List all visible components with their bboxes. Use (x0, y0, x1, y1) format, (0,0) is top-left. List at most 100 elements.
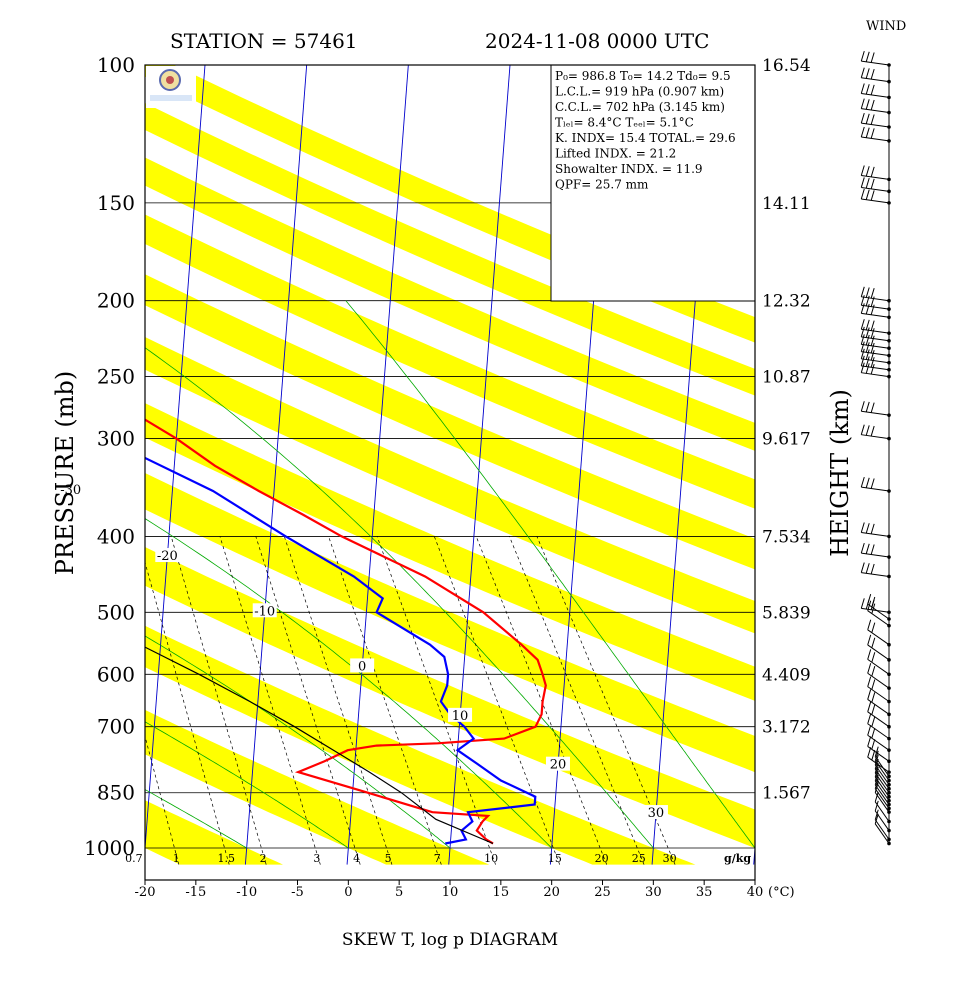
wind-barb-flag (860, 542, 865, 554)
x-tick-label: 15 (493, 885, 510, 900)
station-logo (146, 66, 196, 108)
wind-barb-flag (870, 523, 875, 535)
wind-barb-flag (860, 362, 865, 373)
height-tick-label: 12.32 (762, 292, 811, 312)
height-tick-label: 4.409 (762, 665, 811, 685)
wind-barb-flag (860, 98, 865, 109)
wind-barb-flag (860, 126, 865, 138)
x-tick-label: -5 (291, 885, 304, 900)
wind-barb-flag (870, 478, 875, 489)
wind-barb-flag (865, 363, 870, 374)
wind-barb-staff (861, 336, 890, 342)
wind-barb-flag (867, 689, 872, 700)
pressure-tick-label: 600 (97, 662, 135, 686)
wind-barb-flag (870, 357, 875, 368)
wind-barb-staff (861, 198, 890, 204)
wind-barb-staff (867, 734, 890, 751)
wind-profile (860, 50, 891, 846)
wind-barb-flag (860, 476, 865, 488)
wind-barb-staff (861, 486, 890, 492)
wind-barb-flag (874, 809, 879, 820)
stability-index-line: Lifted INDX. = 21.2 (555, 147, 676, 161)
wind-barb-staff (861, 296, 890, 302)
wind-barb-staff (874, 819, 890, 840)
wind-barb-staff (861, 93, 890, 98)
wind-barb-staff (867, 629, 890, 646)
height-tick-label: 7.534 (762, 527, 811, 547)
isotherm-line (753, 842, 755, 865)
wind-barb-flag (865, 334, 870, 346)
wind-barb-flag (871, 637, 876, 648)
isotherm-line (346, 65, 409, 865)
wind-barb-flag (874, 770, 879, 782)
dry-adiabat-band (145, 709, 490, 865)
mixing-ratio-label: 4 (353, 852, 360, 865)
wind-barb-dot (887, 489, 891, 493)
wind-barb-flag (865, 51, 870, 62)
wind-barb-flag (874, 754, 879, 766)
wind-barb-flag (865, 295, 870, 307)
x-tick-label: 5 (395, 885, 403, 900)
mixing-ratio-label: 30 (663, 852, 677, 865)
wind-barb-flag (870, 128, 875, 139)
stability-index-line: P₀= 986.8 T₀= 14.2 Td₀= 9.5 (555, 69, 731, 83)
mixing-ratio-label: 20 (595, 852, 609, 865)
axis-tick-labels: 0.711.5234571015202530-90-80-70-60-50-40… (58, 53, 811, 900)
wind-barb-flag (867, 713, 872, 724)
dry-adiabat-band (145, 547, 755, 848)
wind-barb-staff (861, 532, 890, 537)
wind-barb-flag (867, 736, 872, 747)
wind-barb-staff (861, 312, 890, 318)
height-tick-label: 3.172 (762, 718, 811, 738)
x-tick-label: -20 (135, 885, 156, 900)
wind-barb-flag (874, 791, 879, 802)
wind-barb-flag (871, 679, 876, 690)
wind-barb-staff (861, 136, 890, 142)
wind-barb-staff (861, 434, 890, 440)
y-axis-label: PRESSURE (mb) (51, 371, 79, 576)
mixing-ratio-label: 25 (632, 852, 646, 865)
wind-barb-flag (860, 295, 865, 306)
y2-axis-label: HEIGHT (km) (826, 389, 854, 557)
wind-barb-flag (865, 342, 870, 353)
wind-barb-staff (867, 686, 890, 702)
x-tick-label: 35 (696, 885, 713, 900)
wind-barb-flag (865, 349, 870, 360)
wind-barb-flag (860, 598, 865, 609)
wind-barb-flag (865, 543, 870, 554)
mixing-ratio-unit: g/kg (724, 852, 751, 865)
wind-barb-staff (867, 672, 890, 689)
wind-barb-dot (887, 360, 891, 365)
mixing-ratio-line (433, 536, 561, 865)
wind-barb-flag (860, 522, 865, 533)
mixing-ratio-label: 3 (313, 852, 320, 865)
wind-barb-flag (867, 747, 872, 758)
moist-adiabat-line (0, 301, 43, 848)
dry-adiabat-band (145, 472, 755, 773)
mixing-ratio-line (376, 536, 496, 865)
pressure-tick-label: 1000 (84, 836, 135, 860)
wind-barb-staff (874, 788, 890, 809)
wind-barb-staff (861, 60, 890, 66)
pressure-tick-label: 500 (97, 600, 135, 624)
isotherm-label-bg (350, 658, 375, 673)
mixing-ratio-line (475, 536, 608, 865)
moist-adiabat-line (145, 721, 349, 849)
wind-barb-flag (870, 68, 875, 80)
isotherm-label-bg (58, 482, 83, 497)
wind-barb-flag (860, 286, 865, 297)
stability-index-line: C.C.L.= 702 hPa (3.145 km) (555, 100, 725, 114)
moist-adiabat-line (145, 789, 247, 849)
wind-barb-staff (861, 572, 890, 577)
mixing-ratio-line (145, 735, 180, 865)
wind-barb-staff (867, 723, 890, 740)
stability-index-line: QPF= 25.7 mm (555, 178, 649, 192)
wind-barb-staff (874, 784, 890, 805)
dry-adiabat-band (145, 403, 755, 701)
pressure-tick-label: 700 (97, 715, 135, 739)
pressure-tick-label: 300 (97, 427, 135, 451)
x-unit-label: (°C) (768, 885, 795, 900)
wind-barb-flag (865, 84, 870, 95)
wind-barb-flag (860, 326, 865, 338)
